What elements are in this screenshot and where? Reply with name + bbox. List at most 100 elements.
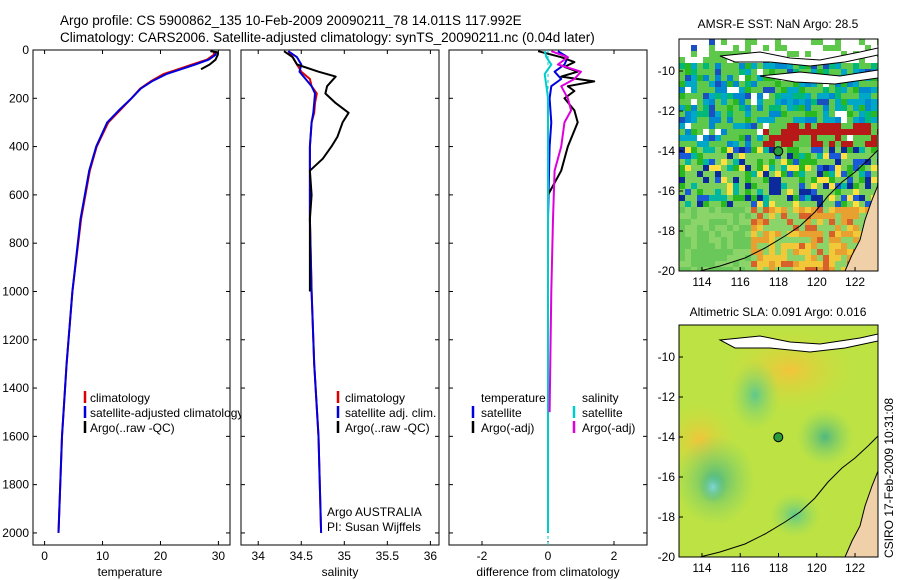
sst-grid-cell [709, 183, 715, 189]
sst-grid-cell [805, 243, 811, 249]
sst-grid-cell [865, 135, 871, 141]
sst-grid-cell [817, 81, 823, 87]
sst-grid-cell [775, 261, 781, 267]
sst-grid-cell [835, 129, 841, 135]
sst-grid-cell [853, 189, 859, 195]
sst-grid-cell [787, 255, 793, 261]
sst-grid-cell [715, 195, 721, 201]
sst-grid-cell [853, 201, 859, 207]
sst-grid-cell [721, 129, 727, 135]
sst-grid-cell [847, 231, 853, 237]
sst-grid-cell [769, 213, 775, 219]
sst-grid-cell [721, 183, 727, 189]
sst-grid-cell [703, 255, 709, 261]
sst-grid-cell [685, 99, 691, 105]
sst-grid-cell [757, 63, 763, 69]
sst-grid-cell [751, 237, 757, 243]
salinity-xtick-label: 35 [338, 549, 352, 563]
sst-grid-cell [775, 39, 781, 45]
sst-grid-cell [811, 135, 817, 141]
sst-grid-cell [721, 189, 727, 195]
sst-grid-cell [721, 201, 727, 207]
sst-grid-cell [757, 177, 763, 183]
sst-grid-cell [679, 147, 685, 153]
sst-grid-cell [703, 219, 709, 225]
sst-grid-cell [709, 177, 715, 183]
sst-grid-cell [697, 105, 703, 111]
sst-grid-cell [775, 189, 781, 195]
sst-grid-cell [823, 237, 829, 243]
sst-grid-cell [817, 243, 823, 249]
sst-grid-cell [793, 207, 799, 213]
sst-grid-cell [733, 225, 739, 231]
sst-grid-cell [793, 135, 799, 141]
sst-grid-cell [715, 207, 721, 213]
sst-grid-cell [781, 135, 787, 141]
sst-grid-cell [679, 255, 685, 261]
sst-grid-cell [781, 171, 787, 177]
sst-grid-cell [763, 171, 769, 177]
sst-grid-cell [835, 99, 841, 105]
sst-grid-cell [823, 177, 829, 183]
sst-grid-cell [799, 207, 805, 213]
sst-grid-cell [709, 243, 715, 249]
sst-grid-cell [787, 261, 793, 267]
sst-grid-cell [751, 189, 757, 195]
sst-grid-cell [739, 63, 745, 69]
sst-grid-cell [769, 171, 775, 177]
sst-grid-cell [751, 117, 757, 123]
sst-grid-cell [781, 129, 787, 135]
sst_map-xtick-label: 122 [845, 275, 865, 289]
sst-grid-cell [859, 165, 865, 171]
sst-grid-cell [859, 183, 865, 189]
sst-grid-cell [835, 255, 841, 261]
sst-grid-cell [835, 141, 841, 147]
sst-grid-cell [751, 231, 757, 237]
sst-grid-cell [865, 159, 871, 165]
sst-grid-cell [811, 231, 817, 237]
sst-grid-cell [727, 105, 733, 111]
sst-grid-cell [739, 261, 745, 267]
sst-grid-cell [853, 129, 859, 135]
sst-grid-cell [739, 249, 745, 255]
sst-grid-cell [811, 219, 817, 225]
sst-grid-cell [799, 195, 805, 201]
legend-satellite-label: satellite-adjusted climatology [90, 406, 243, 420]
sst-grid-cell [775, 231, 781, 237]
sst-grid-cell [703, 51, 709, 57]
sst-grid-cell [853, 99, 859, 105]
sst-grid-cell [739, 171, 745, 177]
sst-grid-cell [739, 225, 745, 231]
sst-grid-cell [715, 249, 721, 255]
sst-grid-cell [787, 195, 793, 201]
sst-grid-cell [757, 141, 763, 147]
sst-grid-cell [817, 105, 823, 111]
sst-grid-cell [685, 219, 691, 225]
sst-grid-cell [697, 75, 703, 81]
sst-grid-cell [745, 243, 751, 249]
sst-grid-cell [685, 261, 691, 267]
sst-grid-cell [691, 189, 697, 195]
sst-grid-cell [751, 153, 757, 159]
sst-grid-cell [805, 51, 811, 57]
sst-grid-cell [859, 111, 865, 117]
sst-grid-cell [727, 63, 733, 69]
sst-grid-cell [799, 39, 805, 45]
sst-grid-cell [841, 93, 847, 99]
sst-grid-cell [679, 225, 685, 231]
sst-grid-cell [793, 201, 799, 207]
sst-grid-cell [763, 177, 769, 183]
sst-grid-cell [745, 225, 751, 231]
sst-grid-cell [757, 255, 763, 261]
sst-grid-cell [799, 147, 805, 153]
sst-grid-cell [691, 63, 697, 69]
sst-grid-cell [679, 201, 685, 207]
sst-grid-cell [871, 147, 877, 153]
sst-grid-cell [751, 201, 757, 207]
sst-grid-cell [793, 231, 799, 237]
sst-grid-cell [691, 117, 697, 123]
sst-grid-cell [697, 177, 703, 183]
sst-grid-cell [685, 105, 691, 111]
sst-grid-cell [709, 249, 715, 255]
legend-satellite-label: satellite adj. clim. [345, 406, 436, 420]
